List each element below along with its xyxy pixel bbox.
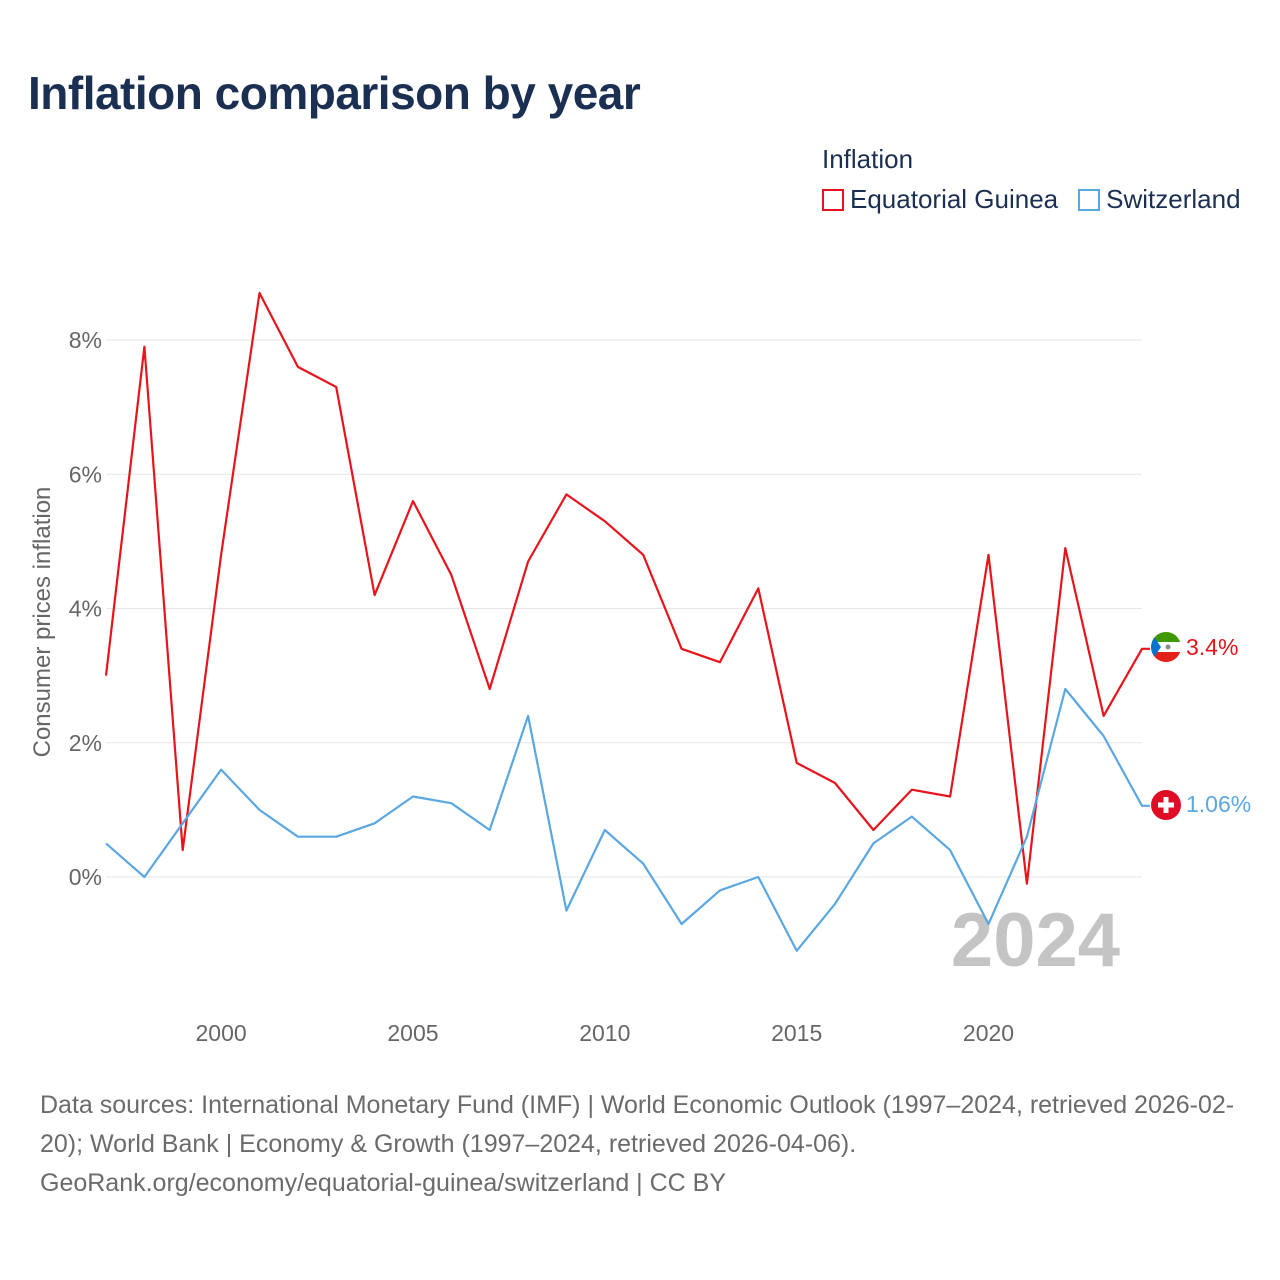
end-markers: 3.4% 1.06% (1151, 632, 1251, 820)
end-label-switzerland: 1.06% (1186, 791, 1251, 817)
x-tick-label: 2010 (579, 1020, 630, 1046)
line-chart: 0% 2% 4% 6% 8% 2000 2005 2010 2015 2020 Consumer… (29, 291, 1251, 1046)
legend-title: Inflation (822, 144, 914, 174)
source-line-1: Data sources: International Monetary Fun… (40, 1091, 1235, 1158)
y-tick-label: 6% (69, 461, 102, 487)
y-tick-label: 0% (69, 864, 102, 890)
chart-title: Inflation comparison by year (28, 67, 641, 119)
y-axis-ticks: 0% 2% 4% 6% 8% (69, 327, 102, 890)
end-label-equatorial-guinea: 3.4% (1186, 634, 1238, 660)
x-tick-label: 2005 (387, 1020, 438, 1046)
legend-label-equatorial-guinea: Equatorial Guinea (850, 184, 1059, 214)
legend-label-switzerland: Switzerland (1106, 184, 1241, 214)
legend-item-equatorial-guinea[interactable]: Equatorial Guinea (822, 184, 1058, 215)
source-line-2: GeoRank.org/economy/equatorial-guinea/sw… (40, 1169, 727, 1197)
legend: Equatorial Guinea Switzerland (822, 184, 1241, 215)
x-axis-ticks: 2000 2005 2010 2015 2020 (196, 1020, 1015, 1046)
x-tick-label: 2020 (963, 1020, 1014, 1046)
y-tick-label: 2% (69, 730, 102, 756)
legend-item-switzerland[interactable]: Switzerland (1078, 184, 1241, 215)
grid-lines (106, 339, 1142, 878)
series-line-switzerland[interactable] (105, 687, 1150, 952)
legend-swatch-switzerland (1078, 188, 1101, 211)
y-axis-label: Consumer prices inflation (29, 487, 56, 758)
y-tick-label: 8% (69, 327, 102, 353)
x-tick-label: 2000 (196, 1020, 247, 1046)
source-note: Data sources: International Monetary Fun… (40, 1086, 1250, 1203)
x-tick-label: 2015 (771, 1020, 822, 1046)
series-line-equatorial-guinea[interactable] (104, 291, 1150, 885)
flag-switzerland-icon (1151, 790, 1181, 820)
flag-equatorial-guinea-icon (1151, 632, 1181, 662)
y-tick-label: 4% (69, 596, 102, 622)
legend-swatch-equatorial-guinea (822, 188, 844, 211)
year-watermark: 2024 (951, 898, 1120, 983)
series-lines (104, 291, 1150, 952)
